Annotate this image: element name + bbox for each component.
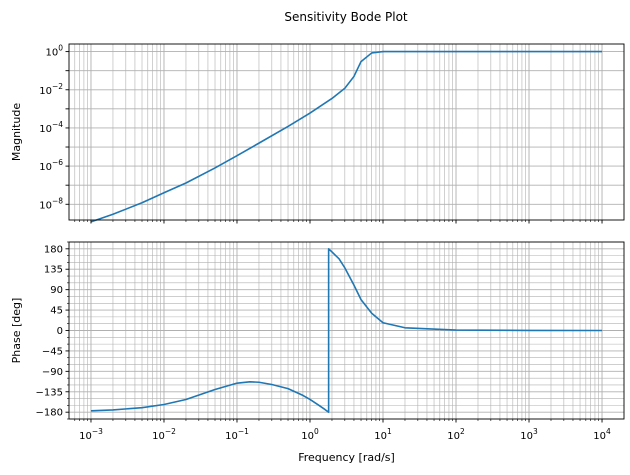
y-tick-label: 180: [44, 244, 63, 255]
y-tick-label: 0: [57, 326, 63, 337]
x-tick-label: 10−3: [79, 427, 103, 442]
x-tick-label: 102: [447, 427, 465, 442]
phase-tick-labels: 180 135 90 45 0 −45 −90 −135 −180 10−3 10−2 10−1 100…: [36, 244, 611, 442]
x-tick-label: 100: [301, 427, 319, 442]
magnitude-ticks: [65, 51, 603, 224]
y-tick-label: 10−8: [39, 196, 63, 211]
phase-line: [90, 248, 603, 413]
y-tick-label: 10−4: [39, 120, 63, 135]
x-tick-label: 10−2: [152, 427, 176, 442]
x-tick-label: 104: [593, 427, 611, 442]
magnitude-line: [90, 50, 603, 223]
y-tick-label: −90: [42, 367, 63, 378]
y-tick-label: 45: [50, 306, 63, 317]
magnitude-axes-frame: [68, 43, 625, 221]
phase-ylabel: Phase [deg]: [10, 298, 23, 364]
x-tick-label: 101: [374, 427, 392, 442]
phase-panel: 180 135 90 45 0 −45 −90 −135 −180 10−3 10−2 10−1 100…: [10, 241, 625, 464]
y-tick-label: 10−6: [39, 158, 63, 173]
y-tick-label: 100: [45, 44, 63, 59]
magnitude-tick-labels: 10−8 10−6 10−4 10−2 100: [39, 44, 63, 212]
y-tick-label: −180: [36, 408, 63, 419]
magnitude-ylabel: Magnitude: [10, 103, 23, 162]
phase-grid: [69, 241, 624, 420]
y-tick-label: 10−2: [39, 82, 63, 97]
chart-title: Sensitivity Bode Plot: [284, 10, 408, 24]
y-tick-label: 90: [50, 285, 63, 296]
y-tick-label: −45: [42, 346, 63, 357]
magnitude-series: [90, 50, 603, 223]
magnitude-panel: 10−8 10−6 10−4 10−2 100 Magnitude: [10, 43, 625, 224]
y-tick-label: −135: [36, 387, 63, 398]
phase-axes-frame: [68, 241, 625, 420]
phase-xlabel: Frequency [rad/s]: [298, 451, 395, 464]
y-tick-label: 135: [44, 265, 63, 276]
x-tick-label: 103: [520, 427, 538, 442]
x-tick-label: 10−1: [225, 427, 249, 442]
phase-series: [90, 248, 603, 413]
magnitude-grid: [69, 44, 624, 220]
